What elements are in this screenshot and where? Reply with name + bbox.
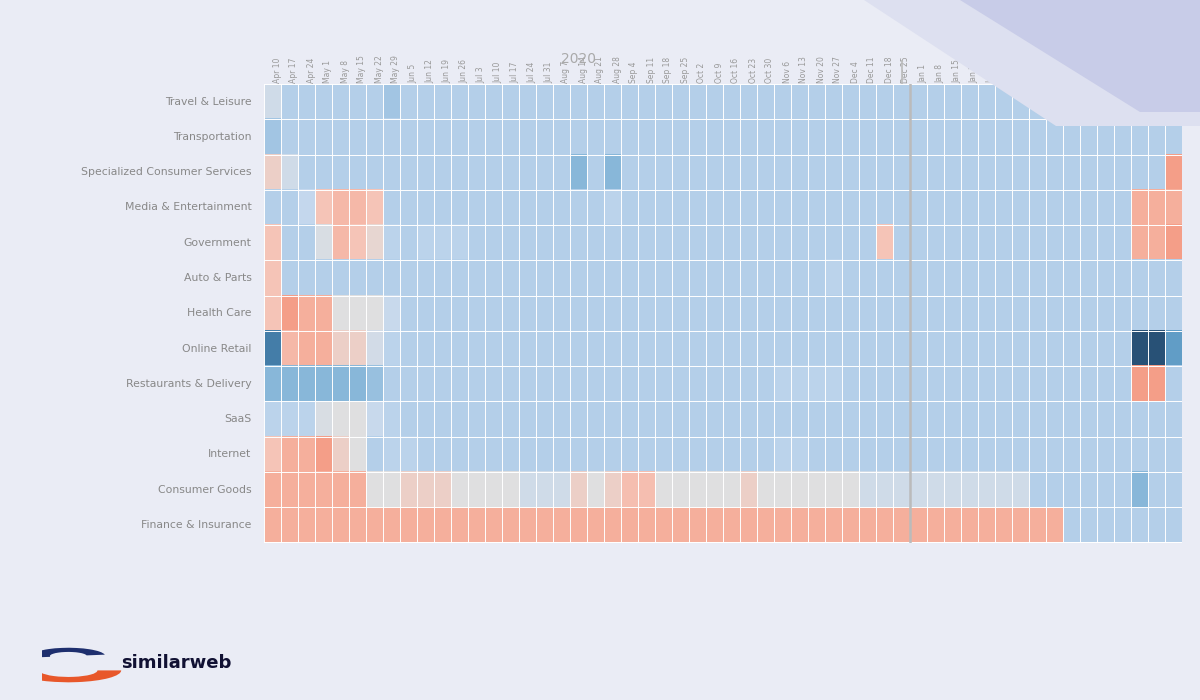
Wedge shape <box>19 671 121 682</box>
Text: Media & Entertainment: Media & Entertainment <box>125 202 252 212</box>
Text: Travel & Leisure: Travel & Leisure <box>164 97 252 106</box>
Text: Internet: Internet <box>209 449 252 459</box>
Text: Health Care: Health Care <box>187 308 252 318</box>
Text: Finance & Insurance: Finance & Insurance <box>142 520 252 530</box>
Text: Restaurants & Delivery: Restaurants & Delivery <box>126 379 252 389</box>
Text: Specialized Consumer Services: Specialized Consumer Services <box>82 167 252 177</box>
Text: Auto & Parts: Auto & Parts <box>184 273 252 283</box>
Text: 2021: 2021 <box>1020 52 1055 66</box>
Text: SaaS: SaaS <box>224 414 252 424</box>
Text: similarweb: similarweb <box>121 654 232 672</box>
Text: 2020: 2020 <box>562 52 596 66</box>
Text: Transportation: Transportation <box>173 132 252 142</box>
Text: Consumer Goods: Consumer Goods <box>158 484 252 495</box>
Text: Online Retail: Online Retail <box>182 344 252 354</box>
Wedge shape <box>31 648 104 657</box>
Text: Government: Government <box>184 238 252 248</box>
